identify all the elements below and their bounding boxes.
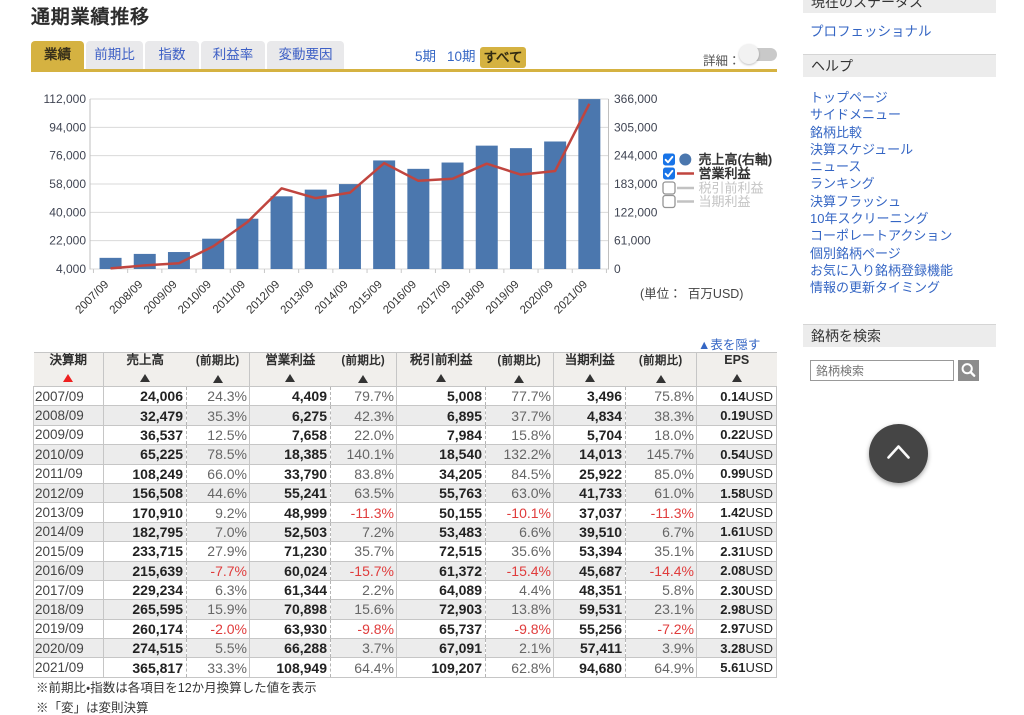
- svg-text:2010/09: 2010/09: [176, 278, 214, 316]
- svg-text:税引前利益: 税引前利益: [699, 180, 764, 195]
- svg-text:112,000: 112,000: [44, 92, 87, 106]
- svg-text:2015/09: 2015/09: [347, 278, 385, 316]
- svg-text:売上高(右軸): 売上高(右軸): [699, 152, 773, 167]
- svg-text:2014/09: 2014/09: [313, 278, 351, 316]
- svg-text:94,000: 94,000: [49, 120, 86, 134]
- svg-text:244,000: 244,000: [614, 148, 658, 162]
- svg-text:366,000: 366,000: [614, 92, 658, 106]
- svg-text:当期利益: 当期利益: [699, 194, 751, 209]
- svg-text:122,000: 122,000: [614, 205, 658, 219]
- svg-text:183,000: 183,000: [614, 177, 658, 191]
- svg-text:営業利益: 営業利益: [699, 166, 752, 181]
- svg-text:305,000: 305,000: [614, 120, 658, 134]
- svg-text:61,000: 61,000: [614, 233, 651, 247]
- svg-text:2021/09: 2021/09: [552, 278, 590, 316]
- svg-text:58,000: 58,000: [49, 177, 86, 191]
- svg-text:0: 0: [614, 262, 621, 276]
- svg-text:2008/09: 2008/09: [108, 278, 146, 316]
- svg-text:2011/09: 2011/09: [211, 278, 248, 315]
- svg-text:(単位： 百万USD): (単位： 百万USD): [640, 287, 743, 301]
- svg-text:22,000: 22,000: [49, 233, 86, 247]
- svg-text:76,000: 76,000: [49, 148, 86, 162]
- svg-text:2007/09: 2007/09: [73, 278, 111, 316]
- svg-text:2013/09: 2013/09: [279, 278, 317, 316]
- svg-text:4,000: 4,000: [56, 262, 86, 276]
- svg-text:2012/09: 2012/09: [244, 278, 282, 316]
- svg-text:40,000: 40,000: [49, 205, 86, 219]
- svg-text:2019/09: 2019/09: [484, 278, 522, 316]
- svg-text:2020/09: 2020/09: [518, 278, 556, 316]
- svg-text:2016/09: 2016/09: [381, 278, 419, 316]
- svg-text:2018/09: 2018/09: [450, 278, 488, 316]
- svg-text:2009/09: 2009/09: [142, 278, 180, 316]
- svg-text:2017/09: 2017/09: [415, 278, 453, 316]
